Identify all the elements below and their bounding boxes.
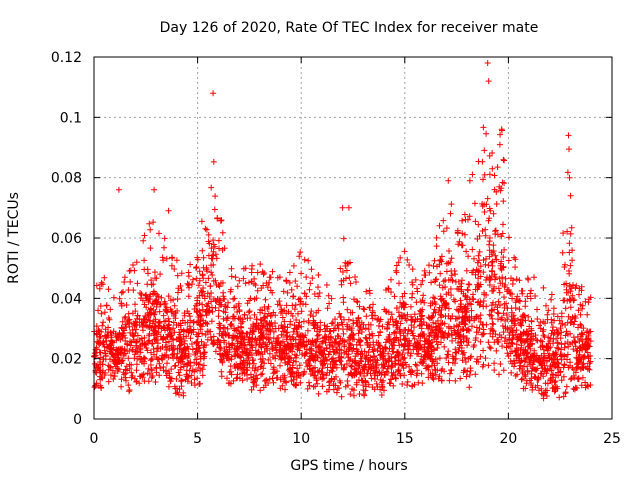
x-tick-label: 25 — [603, 431, 621, 447]
chart-title: Day 126 of 2020, Rate Of TEC Index for r… — [160, 20, 539, 36]
y-tick-label: 0 — [73, 412, 82, 428]
y-tick-label: 0.04 — [51, 291, 82, 307]
y-tick-label: 0.08 — [51, 171, 82, 187]
roti-point-cloud — [91, 60, 594, 402]
x-tick-label: 10 — [292, 431, 310, 447]
x-tick-label: 15 — [396, 431, 414, 447]
x-tick-label: 5 — [193, 431, 202, 447]
x-axis-label: GPS time / hours — [290, 458, 407, 474]
y-tick-label: 0.02 — [51, 352, 82, 368]
x-tick-labels: 0 5 10 15 20 25 — [90, 431, 621, 447]
y-tick-labels: 0 0.02 0.04 0.06 0.08 0.1 0.12 — [51, 50, 82, 428]
data-points — [91, 60, 594, 402]
y-tick-label: 0.12 — [51, 50, 82, 66]
y-axis-label: ROTI / TECUs — [6, 192, 22, 284]
x-tick-label: 20 — [499, 431, 517, 447]
y-tick-label: 0.1 — [60, 110, 82, 126]
x-tick-label: 0 — [90, 431, 99, 447]
y-tick-label: 0.06 — [51, 231, 82, 247]
axis-ticks — [93, 56, 613, 420]
